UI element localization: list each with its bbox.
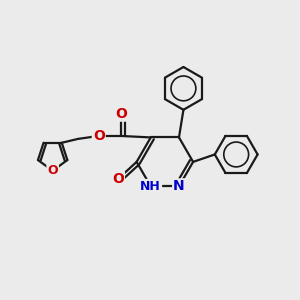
Text: O: O — [47, 164, 58, 177]
Text: NH: NH — [140, 180, 161, 193]
Text: O: O — [93, 129, 105, 143]
Text: O: O — [112, 172, 124, 186]
Text: N: N — [173, 179, 185, 193]
Text: O: O — [115, 107, 127, 121]
